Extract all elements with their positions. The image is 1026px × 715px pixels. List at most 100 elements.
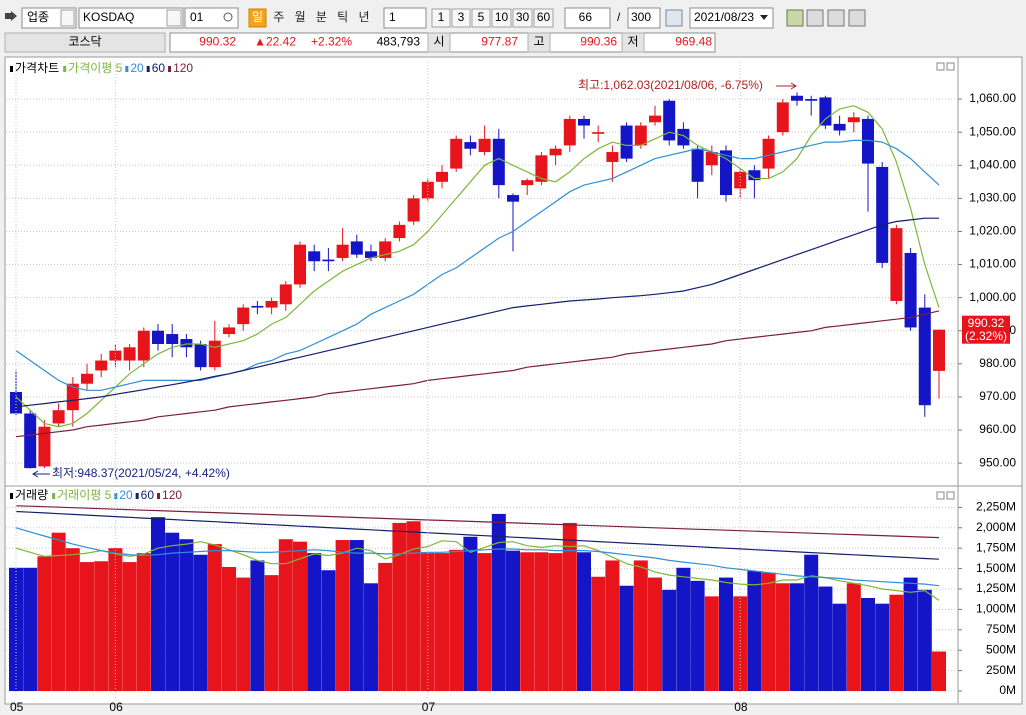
y-tick-label: 980.00 <box>979 356 1016 370</box>
quick-button[interactable] <box>451 8 471 28</box>
tool-icon[interactable] <box>806 9 824 27</box>
open: 977.87 <box>481 35 518 49</box>
volume-bar <box>846 583 861 692</box>
period-text: 년 <box>358 10 369 24</box>
period-button[interactable] <box>355 9 373 27</box>
candle-body <box>748 170 761 181</box>
volume-bar <box>435 553 449 692</box>
period-text: 분 <box>316 10 327 24</box>
y-tick-label: 0M <box>999 683 1016 697</box>
ma-line <box>15 217 939 408</box>
legend-marker <box>52 493 56 499</box>
volume-bar <box>932 651 946 692</box>
candle-body <box>663 100 676 141</box>
y-tick-label: 1,020.00 <box>969 224 1016 238</box>
legend-item: 120 <box>173 61 193 75</box>
volume-bar <box>790 583 804 692</box>
market-arrow[interactable] <box>60 9 75 27</box>
high-label: 고 <box>533 35 544 49</box>
volume-bar <box>193 554 208 692</box>
legend-item: 60 <box>141 488 155 502</box>
low: 969.48 <box>675 35 712 49</box>
volume-bar <box>378 562 393 692</box>
y-tick-label: 2,250M <box>976 500 1016 514</box>
volume-bar <box>719 577 733 692</box>
period-text: 일 <box>252 10 263 24</box>
volume-bar <box>278 539 293 692</box>
menu-icon[interactable] <box>5 11 17 21</box>
candle-body <box>478 138 491 153</box>
candle-body <box>421 181 434 199</box>
volume-bar <box>491 513 506 692</box>
label-box <box>527 32 551 53</box>
quick-button[interactable] <box>512 8 533 28</box>
quick-button[interactable] <box>431 8 451 28</box>
date-arrow[interactable] <box>760 15 768 20</box>
legend-item: 가격이평 5 <box>68 61 122 75</box>
interval-spin[interactable] <box>383 7 427 29</box>
legend-item: 60 <box>152 61 166 75</box>
period-button[interactable] <box>248 8 267 28</box>
candle-body <box>38 426 51 467</box>
search-icon[interactable] <box>223 12 233 22</box>
panel-button[interactable] <box>936 62 945 71</box>
candle-body <box>294 244 306 285</box>
volume-bar <box>577 552 591 692</box>
volume-bar <box>747 571 762 692</box>
quick-text: 1 <box>438 10 445 24</box>
y-tick-label: 960.00 <box>979 422 1016 436</box>
panel-button[interactable] <box>946 62 955 71</box>
last-change: (2.32%) <box>965 329 1007 343</box>
subcode-input[interactable] <box>184 7 239 29</box>
quick-button[interactable] <box>471 8 491 28</box>
period-text: 틱 <box>337 10 348 24</box>
calendar-icon[interactable] <box>665 9 683 27</box>
tool-icon[interactable] <box>786 9 804 27</box>
quick-button[interactable] <box>491 8 512 28</box>
volume-bar <box>122 562 137 692</box>
period-button[interactable] <box>291 9 309 27</box>
volume-bar <box>889 594 904 692</box>
quick-button[interactable] <box>533 8 554 28</box>
volume-bar <box>94 561 109 692</box>
volume-bar <box>9 567 23 692</box>
date-select[interactable] <box>689 7 774 29</box>
volume-bar <box>804 554 819 692</box>
label-box <box>621 32 645 53</box>
candle-body <box>166 334 179 344</box>
period-button[interactable] <box>312 9 330 27</box>
panel-button[interactable] <box>936 491 945 500</box>
y-tick-label: 500M <box>986 642 1016 656</box>
volume-bar <box>151 517 165 692</box>
candle-body <box>677 128 690 146</box>
legend-title: 거래량 <box>15 488 48 502</box>
code-arrow[interactable] <box>166 9 182 27</box>
volume-bar <box>293 541 307 692</box>
candle-body <box>819 97 832 126</box>
candle-body <box>805 99 818 101</box>
volume-bar <box>506 550 520 692</box>
volume-bar <box>449 549 464 692</box>
tool-icon[interactable] <box>848 9 866 27</box>
period-button[interactable] <box>334 9 352 27</box>
max-input[interactable] <box>627 7 661 29</box>
candle-body <box>776 102 789 133</box>
low-label: 저 <box>627 35 638 49</box>
candle-body <box>52 410 65 424</box>
panel-button[interactable] <box>946 491 955 500</box>
candle-body <box>95 360 108 371</box>
volume-bar <box>534 552 549 692</box>
legend-marker <box>157 493 161 499</box>
period-button[interactable] <box>270 9 288 27</box>
volume-bar <box>236 577 251 692</box>
volume-bar <box>335 540 350 692</box>
tool-icon[interactable] <box>827 9 845 27</box>
candle-body <box>521 180 534 186</box>
volume-bar <box>392 522 407 692</box>
count-input[interactable] <box>564 7 611 29</box>
code-select[interactable] <box>78 7 184 29</box>
period-text: 주 <box>273 10 284 24</box>
volume-bar <box>165 532 180 692</box>
volume-bar <box>264 575 279 692</box>
volume-bar <box>861 597 875 692</box>
